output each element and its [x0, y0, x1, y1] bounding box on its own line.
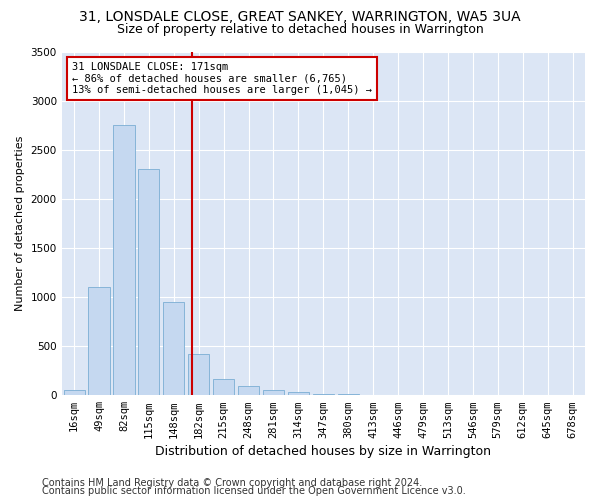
Bar — [213, 379, 234, 395]
Bar — [188, 354, 209, 395]
Bar — [163, 302, 184, 395]
Bar — [288, 392, 309, 395]
Bar — [313, 394, 334, 395]
Bar — [263, 390, 284, 395]
Text: 31 LONSDALE CLOSE: 171sqm
← 86% of detached houses are smaller (6,765)
13% of se: 31 LONSDALE CLOSE: 171sqm ← 86% of detac… — [72, 62, 372, 95]
X-axis label: Distribution of detached houses by size in Warrington: Distribution of detached houses by size … — [155, 444, 491, 458]
Bar — [138, 170, 160, 395]
Text: Contains HM Land Registry data © Crown copyright and database right 2024.: Contains HM Land Registry data © Crown c… — [42, 478, 422, 488]
Y-axis label: Number of detached properties: Number of detached properties — [15, 136, 25, 311]
Text: Size of property relative to detached houses in Warrington: Size of property relative to detached ho… — [116, 22, 484, 36]
Text: 31, LONSDALE CLOSE, GREAT SANKEY, WARRINGTON, WA5 3UA: 31, LONSDALE CLOSE, GREAT SANKEY, WARRIN… — [79, 10, 521, 24]
Bar — [113, 125, 134, 395]
Bar — [88, 287, 110, 395]
Bar — [338, 394, 359, 395]
Bar — [64, 390, 85, 395]
Text: Contains public sector information licensed under the Open Government Licence v3: Contains public sector information licen… — [42, 486, 466, 496]
Bar — [238, 386, 259, 395]
